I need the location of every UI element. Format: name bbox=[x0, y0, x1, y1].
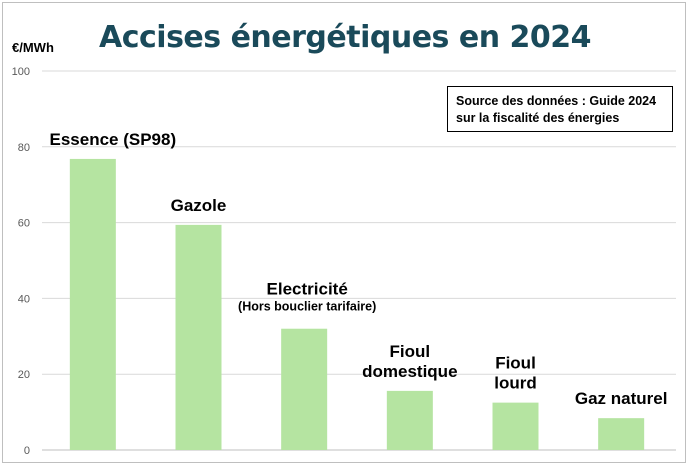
bar-2 bbox=[281, 328, 328, 450]
bar-5 bbox=[598, 418, 645, 450]
y-tick-label-60: 60 bbox=[18, 218, 30, 230]
bar-label-4-0: Fioul bbox=[495, 354, 536, 373]
y-tick-label-0: 0 bbox=[24, 445, 30, 457]
y-tick-label-80: 80 bbox=[18, 142, 30, 154]
bar-4 bbox=[492, 402, 539, 450]
y-axis-unit-label: €/MWh bbox=[12, 40, 54, 55]
bar-label-0-0: Essence (SP98) bbox=[50, 130, 177, 149]
bar-label-2-1: (Hors bouclier tarifaire) bbox=[238, 300, 376, 314]
bar-label-3-1: domestique bbox=[362, 362, 457, 381]
bar-label-5-0: Gaz naturel bbox=[575, 389, 668, 408]
bar-label-1-0: Gazole bbox=[171, 196, 227, 215]
y-tick-label-40: 40 bbox=[18, 293, 30, 305]
source-line-1: Source des données : Guide 2024 bbox=[456, 94, 657, 108]
bar-label-2-0: Electricité bbox=[267, 280, 348, 299]
bar-label-3-0: Fioul bbox=[390, 342, 431, 361]
bar-label-4-1: lourd bbox=[494, 374, 537, 393]
chart-frame bbox=[2, 2, 686, 463]
source-line-2: sur la fiscalité des énergies bbox=[456, 111, 620, 125]
source-annotation: Source des données : Guide 2024 sur la f… bbox=[447, 86, 673, 132]
bar-0 bbox=[69, 158, 116, 451]
bar-3 bbox=[386, 390, 433, 450]
y-tick-label-20: 20 bbox=[18, 369, 30, 381]
chart-title: Accises énergétiques en 2024 bbox=[99, 20, 592, 55]
y-tick-label-100: 100 bbox=[12, 66, 30, 78]
bar-1 bbox=[175, 224, 222, 450]
